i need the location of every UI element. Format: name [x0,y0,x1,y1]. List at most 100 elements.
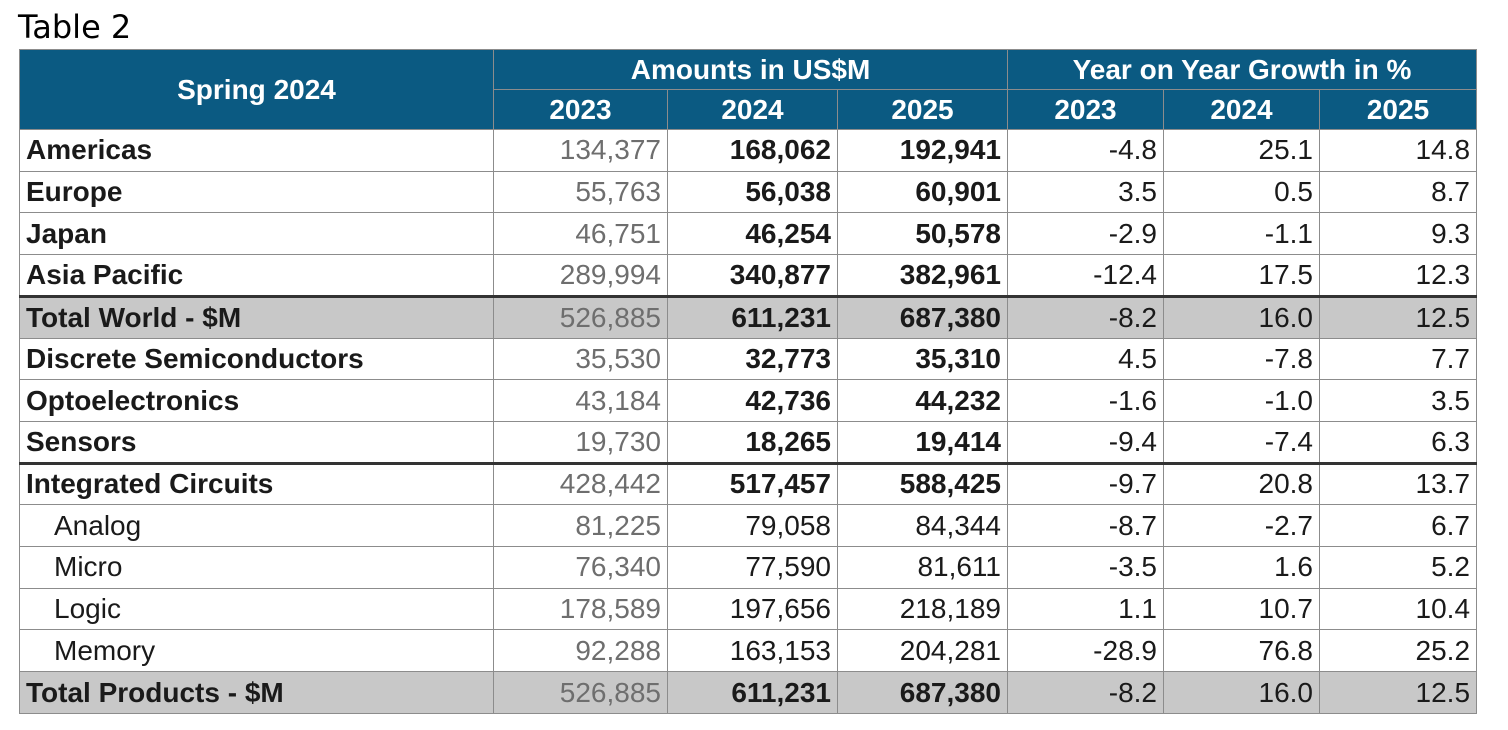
value-cell: -8.7 [1007,504,1164,548]
value-cell: -3.5 [1007,546,1164,589]
value-cell: -8.2 [1007,671,1164,714]
value-cell: 76,340 [493,546,668,589]
year-header: 2024 [1163,89,1320,130]
row-label: Analog [19,504,494,548]
value-cell: 340,877 [667,254,838,297]
year-header: 2023 [493,89,668,130]
value-cell: 42,736 [667,379,838,422]
value-cell: -12.4 [1007,254,1164,297]
row-label: Total Products - $M [19,671,494,714]
semiconductor-forecast-table: Spring 2024 Amounts in US$M Year on Year… [19,49,1478,714]
value-cell: 35,530 [493,337,668,381]
value-cell: 687,380 [837,294,1008,339]
value-cell: 18,265 [667,420,838,464]
table-row: Memory 92,288 163,153 204,281 -28.9 76.8 25.2 [19,629,1478,673]
growth-group-header: Year on Year Growth in % [1006,49,1478,90]
value-cell: 17.5 [1163,254,1320,297]
value-cell: 6.3 [1318,420,1478,464]
value-cell: 55,763 [493,170,668,214]
table-row: Micro 76,340 77,590 81,611 -3.5 1.6 5.2 [19,546,1478,589]
value-cell: 32,773 [667,337,838,381]
table-row: Total World - $M 526,885 611,231 687,380 -8.… [19,294,1478,339]
value-cell: 134,377 [493,129,668,172]
value-cell: 43,184 [493,379,668,422]
value-cell: 611,231 [667,671,838,714]
value-cell: 44,232 [837,379,1008,422]
row-label: Logic [19,587,494,631]
table-row: Americas 134,377 168,062 192,941 -4.8 25.1 14.… [19,129,1478,172]
row-label: Total World - $M [19,294,494,339]
table-row: Japan 46,751 46,254 50,578 -2.9 -1.1 9.3 [19,212,1478,256]
table-row: Analog 81,225 79,058 84,344 -8.7 -2.7 6.7 [19,504,1478,548]
value-cell: 12.5 [1318,671,1478,714]
value-cell: 79,058 [667,504,838,548]
row-label: Americas [19,129,494,172]
value-cell: 25.1 [1163,129,1320,172]
table-row: Asia Pacific 289,994 340,877 382,961 -12.4 17… [19,254,1478,297]
value-cell: 7.7 [1318,337,1478,381]
table-body: Americas 134,377 168,062 192,941 -4.8 25.1 14.… [19,129,1478,714]
value-cell: 428,442 [493,461,668,506]
value-cell: 8.7 [1318,170,1478,214]
value-cell: 10.4 [1318,587,1478,631]
table-row: Sensors 19,730 18,265 19,414 -9.4 -7.4 6.3 [19,420,1478,464]
value-cell: 588,425 [837,461,1008,506]
value-cell: -9.7 [1007,461,1164,506]
value-cell: -1.6 [1007,379,1164,422]
value-cell: 81,225 [493,504,668,548]
value-cell: -8.2 [1007,294,1164,339]
value-cell: 13.7 [1318,461,1478,506]
table-row: Total Products - $M 526,885 611,231 687,380… [19,671,1478,714]
value-cell: 92,288 [493,629,668,673]
row-label: Integrated Circuits [19,461,494,506]
value-cell: 60,901 [837,170,1008,214]
value-cell: 81,611 [837,546,1008,589]
value-cell: 687,380 [837,671,1008,714]
row-label: Asia Pacific [19,254,494,297]
value-cell: -2.7 [1163,504,1320,548]
value-cell: 197,656 [667,587,838,631]
row-label: Micro [19,546,494,589]
value-cell: 382,961 [837,254,1008,297]
value-cell: 3.5 [1318,379,1478,422]
value-cell: 0.5 [1163,170,1320,214]
value-cell: 192,941 [837,129,1008,172]
value-cell: 289,994 [493,254,668,297]
row-label: Discrete Semiconductors [19,337,494,381]
value-cell: 77,590 [667,546,838,589]
value-cell: 168,062 [667,129,838,172]
row-label: Memory [19,629,494,673]
table-row: Discrete Semiconductors 35,530 32,773 35,31… [19,337,1478,381]
value-cell: 526,885 [493,671,668,714]
value-cell: 12.5 [1318,294,1478,339]
row-label: Japan [19,212,494,256]
value-cell: -2.9 [1007,212,1164,256]
value-cell: -9.4 [1007,420,1164,464]
value-cell: -4.8 [1007,129,1164,172]
value-cell: 178,589 [493,587,668,631]
year-header: 2025 [837,89,1008,130]
value-cell: 25.2 [1318,629,1478,673]
amounts-group-header: Amounts in US$M [493,49,1008,90]
value-cell: -1.0 [1163,379,1320,422]
value-cell: 9.3 [1318,212,1478,256]
value-cell: -7.8 [1163,337,1320,381]
value-cell: 517,457 [667,461,838,506]
value-cell: 1.1 [1007,587,1164,631]
value-cell: 1.6 [1163,546,1320,589]
table-row: Integrated Circuits 428,442 517,457 588,425… [19,461,1478,506]
row-label: Sensors [19,420,494,464]
value-cell: 204,281 [837,629,1008,673]
value-cell: 16.0 [1163,294,1320,339]
value-cell: 46,751 [493,212,668,256]
value-cell: 4.5 [1007,337,1164,381]
value-cell: 46,254 [667,212,838,256]
value-cell: -1.1 [1163,212,1320,256]
value-cell: 5.2 [1318,546,1478,589]
value-cell: -7.4 [1163,420,1320,464]
value-cell: 50,578 [837,212,1008,256]
value-cell: 56,038 [667,170,838,214]
value-cell: 35,310 [837,337,1008,381]
table-row: Europe 55,763 56,038 60,901 3.5 0.5 8.7 [19,170,1478,214]
table-row: Logic 178,589 197,656 218,189 1.1 10.7 10.4 [19,587,1478,631]
